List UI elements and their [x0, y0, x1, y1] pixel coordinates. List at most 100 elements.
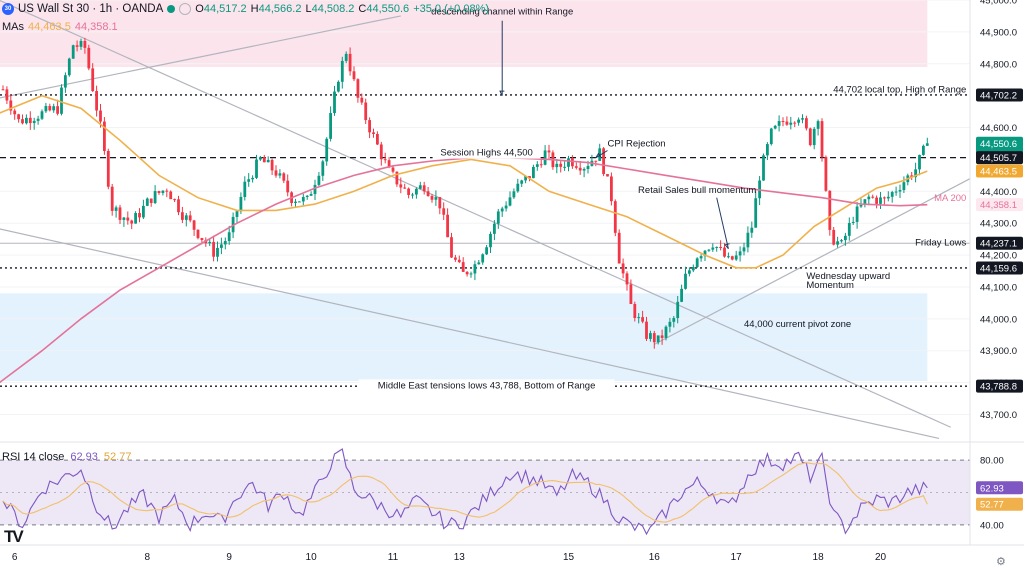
candle-body — [777, 121, 781, 126]
candle-body — [422, 185, 426, 192]
candle-body — [824, 156, 828, 191]
candle-body — [220, 244, 223, 248]
rsi-value: 62.93 — [70, 451, 98, 463]
candle-body — [793, 122, 797, 124]
candle-body — [188, 215, 192, 221]
candle-body — [407, 188, 410, 195]
candle-body — [922, 145, 925, 155]
candle-body — [532, 166, 535, 179]
candle-body — [481, 254, 485, 263]
candle-body — [13, 110, 17, 115]
candle-body — [227, 232, 231, 242]
price-tag — [976, 261, 1023, 275]
candle-body — [847, 223, 851, 236]
legend-title-row: 30 US Wall St 30 · 1h · OANDA O44,517.2 … — [2, 3, 489, 15]
annotation-mideast: Middle East tensions lows 43,788, Bottom… — [378, 380, 596, 391]
status-dot-icon — [167, 5, 176, 13]
rsi-legend[interactable]: RSI 14 close 62.93 52.77 — [2, 451, 131, 463]
candle-body — [216, 247, 219, 257]
time-axis: 6 8 9 10 11 13 15 16 17 18 20 — [0, 544, 1024, 563]
candle-body — [695, 258, 699, 267]
candle-body — [594, 160, 598, 162]
mas-label: MAs — [2, 21, 24, 33]
candle-body — [235, 211, 239, 217]
time-tick: 13 — [454, 552, 466, 563]
candle-body — [434, 197, 438, 200]
candle-body — [633, 303, 637, 318]
candle-body — [142, 205, 145, 218]
candle-body — [855, 206, 859, 222]
candle-body — [469, 273, 473, 275]
candle-body — [278, 173, 282, 176]
candle-body — [567, 158, 570, 167]
ohlc-high: H44,566.2 — [250, 3, 302, 15]
candle-body — [457, 259, 461, 263]
candle-body — [512, 191, 516, 198]
candle-body — [247, 179, 251, 182]
candle-body — [886, 196, 890, 199]
candle-body — [660, 335, 664, 338]
price-tag — [976, 88, 1023, 102]
tradingview-logo-icon[interactable]: TV — [4, 527, 24, 546]
candle-body — [832, 229, 836, 245]
price-tag-label: 62.93 — [980, 483, 1004, 494]
chart-annotations: descending channel within Range 44,702 lo… — [358, 6, 967, 392]
time-tick: 9 — [226, 552, 232, 563]
candle-body — [426, 191, 430, 197]
price-tick: 44,000.0 — [980, 314, 1017, 325]
candle-body — [754, 198, 758, 228]
ma-legend-row[interactable]: MAs 44,463.5 44,358.1 — [2, 21, 118, 33]
price-tick: 44,600.0 — [980, 123, 1017, 134]
candle-body — [71, 45, 75, 59]
candle-body — [317, 175, 321, 185]
candle-body — [75, 45, 79, 47]
candle-body — [485, 247, 488, 255]
gear-icon[interactable]: ⚙ — [996, 556, 1006, 568]
time-tick: 16 — [649, 552, 661, 563]
candle-body — [52, 106, 56, 111]
price-tag — [976, 236, 1023, 250]
candle-body — [372, 132, 375, 135]
candle-body — [489, 233, 492, 248]
candle-body — [259, 157, 262, 160]
candle-body — [610, 176, 613, 202]
candle-body — [243, 181, 247, 197]
candle-body — [586, 165, 590, 170]
candle-body — [516, 183, 520, 192]
candle-body — [637, 317, 641, 319]
ma50-line — [0, 94, 928, 269]
candle-body — [173, 199, 176, 201]
candle-body — [871, 196, 875, 198]
candle-body — [563, 166, 566, 168]
candle-body — [719, 246, 722, 248]
candle-body — [504, 205, 508, 209]
candle-body — [738, 251, 742, 256]
candle-body — [910, 175, 914, 178]
candle-body — [649, 333, 652, 339]
price-tag-label: 44,702.2 — [980, 90, 1017, 101]
candle-body — [473, 264, 477, 274]
candle-body — [676, 301, 680, 319]
candle-body — [723, 247, 726, 257]
candle-body — [379, 144, 383, 160]
price-tag-label: 52.77 — [980, 500, 1004, 511]
candle-body — [403, 187, 407, 189]
price-tick: 44,300.0 — [980, 219, 1017, 230]
candle-body — [684, 273, 687, 289]
candle-body — [91, 68, 95, 92]
annotation-wed1: Wednesday upward — [806, 271, 890, 282]
rsi-pane — [0, 441, 1024, 536]
candle-body — [301, 196, 305, 202]
candle-body — [181, 212, 184, 220]
candle-body — [555, 163, 559, 168]
candle-body — [418, 185, 422, 189]
candle-body — [730, 256, 734, 260]
symbol-title[interactable]: US Wall St 30 · 1h · OANDA — [18, 3, 164, 15]
ma50-value: 44,463.5 — [28, 21, 71, 33]
us30-badge-icon[interactable]: 30 — [2, 3, 14, 15]
price-tick: 43,900.0 — [980, 346, 1017, 357]
price-tick: 44,100.0 — [980, 282, 1017, 293]
candle-body — [192, 220, 196, 230]
candle-body — [797, 119, 800, 123]
